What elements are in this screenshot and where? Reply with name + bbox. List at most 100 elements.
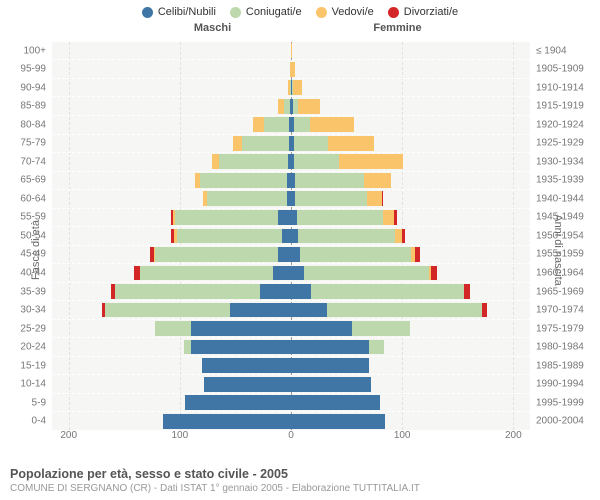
bar-segment	[298, 99, 320, 114]
bar-male	[52, 117, 291, 132]
age-row: 5-91995-1999	[52, 393, 530, 412]
bar-segment	[304, 266, 429, 281]
bar-segment	[311, 284, 464, 299]
age-row: 30-341970-1974	[52, 300, 530, 319]
bar-male	[52, 340, 291, 355]
bar-segment	[294, 117, 310, 132]
bar-female	[291, 340, 530, 355]
bar-segment	[395, 229, 402, 244]
age-row: 40-441960-1964	[52, 263, 530, 282]
birth-year-label: 1980-1984	[530, 342, 584, 353]
legend-item: Coniugati/e	[230, 6, 302, 18]
birth-year-label: 1970-1974	[530, 305, 584, 316]
bar-female	[291, 377, 530, 392]
bar-segment	[278, 210, 291, 225]
age-row: 60-641940-1944	[52, 189, 530, 208]
birth-year-label: 1905-1909	[530, 64, 584, 75]
bar-segment	[383, 210, 394, 225]
bar-segment	[212, 154, 219, 169]
age-row: 50-541950-1954	[52, 226, 530, 245]
birth-year-label: 1995-1999	[530, 397, 584, 408]
age-row: 70-741930-1934	[52, 152, 530, 171]
birth-year-label: 1950-1954	[530, 230, 584, 241]
birth-year-label: 1985-1989	[530, 360, 584, 371]
legend-item: Vedovi/e	[316, 6, 374, 18]
bar-segment	[177, 229, 283, 244]
age-label: 95-99	[20, 64, 52, 75]
legend-label: Divorziati/e	[404, 6, 458, 18]
bar-female	[291, 414, 530, 429]
header-female: Femmine	[305, 22, 490, 34]
bar-segment	[230, 303, 291, 318]
age-row: 35-391965-1969	[52, 282, 530, 301]
birth-year-label: 2000-2004	[530, 416, 584, 427]
age-row: 95-991905-1909	[52, 59, 530, 78]
bar-male	[52, 43, 291, 58]
legend-swatch	[142, 7, 153, 18]
x-tick-label: 200	[60, 430, 77, 441]
bar-segment	[291, 395, 380, 410]
bar-female	[291, 395, 530, 410]
bar-male	[52, 284, 291, 299]
bar-segment	[105, 303, 230, 318]
bar-segment	[185, 395, 291, 410]
bar-segment	[294, 136, 327, 151]
birth-year-label: 1920-1924	[530, 119, 584, 130]
bar-female	[291, 266, 530, 281]
age-row: 100+≤ 1904	[52, 42, 530, 60]
bar-segment	[291, 358, 369, 373]
age-label: 5-9	[32, 397, 52, 408]
age-label: 15-19	[20, 360, 52, 371]
bar-segment	[293, 80, 302, 95]
bar-female	[291, 191, 530, 206]
x-tick-label: 100	[394, 430, 411, 441]
age-row: 55-591945-1949	[52, 208, 530, 227]
bar-segment	[260, 284, 291, 299]
bar-male	[52, 358, 291, 373]
legend-item: Celibi/Nubili	[142, 6, 216, 18]
bar-segment	[184, 340, 191, 355]
bar-segment	[415, 247, 419, 262]
bar-segment	[291, 414, 385, 429]
bar-segment	[295, 173, 364, 188]
bar-segment	[191, 340, 291, 355]
birth-year-label: 1975-1979	[530, 323, 584, 334]
bar-segment	[464, 284, 470, 299]
bar-female	[291, 62, 530, 77]
bar-male	[52, 136, 291, 151]
bar-male	[52, 80, 291, 95]
bar-male	[52, 62, 291, 77]
legend-swatch	[230, 7, 241, 18]
age-label: 75-79	[20, 138, 52, 149]
bar-male	[52, 173, 291, 188]
bar-segment	[264, 117, 288, 132]
bar-segment	[202, 358, 291, 373]
bar-female	[291, 303, 530, 318]
chart-title: Popolazione per età, sesso e stato civil…	[10, 467, 590, 481]
bar-segment	[364, 173, 391, 188]
birth-year-label: 1925-1929	[530, 138, 584, 149]
legend-label: Vedovi/e	[332, 6, 374, 18]
bar-segment	[382, 191, 383, 206]
bar-segment	[352, 321, 410, 336]
bar-segment	[273, 266, 291, 281]
bar-female	[291, 210, 530, 225]
bar-segment	[291, 303, 327, 318]
bar-male	[52, 303, 291, 318]
bar-segment	[278, 247, 291, 262]
x-tick-label: 200	[505, 430, 522, 441]
bar-segment	[291, 229, 298, 244]
bar-female	[291, 117, 530, 132]
bar-segment	[369, 340, 385, 355]
bar-segment	[291, 284, 311, 299]
bar-female	[291, 154, 530, 169]
bar-segment	[402, 229, 405, 244]
bar-segment	[155, 247, 277, 262]
bar-male	[52, 414, 291, 429]
bar-female	[291, 247, 530, 262]
bar-segment	[291, 247, 300, 262]
age-label: 20-24	[20, 342, 52, 353]
age-label: 35-39	[20, 286, 52, 297]
bar-segment	[291, 340, 369, 355]
age-row: 15-191985-1989	[52, 356, 530, 375]
